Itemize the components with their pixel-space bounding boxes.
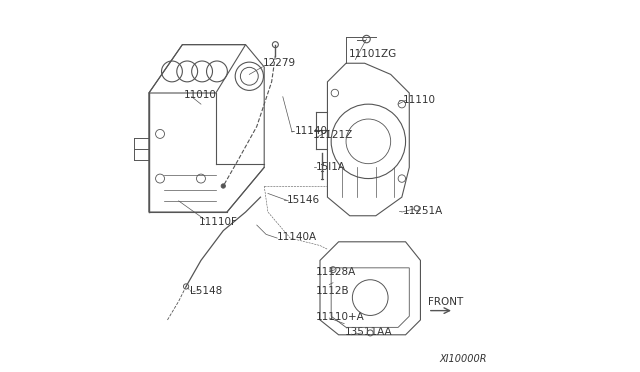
Text: 1112B: 1112B (316, 286, 350, 296)
Text: 11140A: 11140A (277, 232, 317, 242)
Text: 15146: 15146 (287, 195, 319, 205)
Text: 11110F: 11110F (199, 218, 238, 227)
Text: L5148: L5148 (190, 286, 222, 296)
Text: 13511AA: 13511AA (346, 327, 393, 337)
Text: 11110+A: 11110+A (316, 312, 365, 322)
Text: 15I1A: 15I1A (316, 162, 346, 171)
Text: 11251A: 11251A (403, 206, 443, 216)
Text: FRONT: FRONT (428, 297, 463, 307)
Text: 11101ZG: 11101ZG (349, 49, 397, 59)
Text: 11128A: 11128A (316, 267, 356, 277)
Text: 11110: 11110 (403, 95, 436, 105)
Text: 11121Z: 11121Z (312, 130, 353, 140)
Circle shape (221, 184, 225, 188)
Text: 11010: 11010 (184, 90, 217, 100)
Text: 12279: 12279 (262, 58, 296, 68)
Circle shape (414, 206, 419, 211)
Text: 11140: 11140 (295, 126, 328, 136)
Text: XI10000R: XI10000R (439, 354, 486, 364)
